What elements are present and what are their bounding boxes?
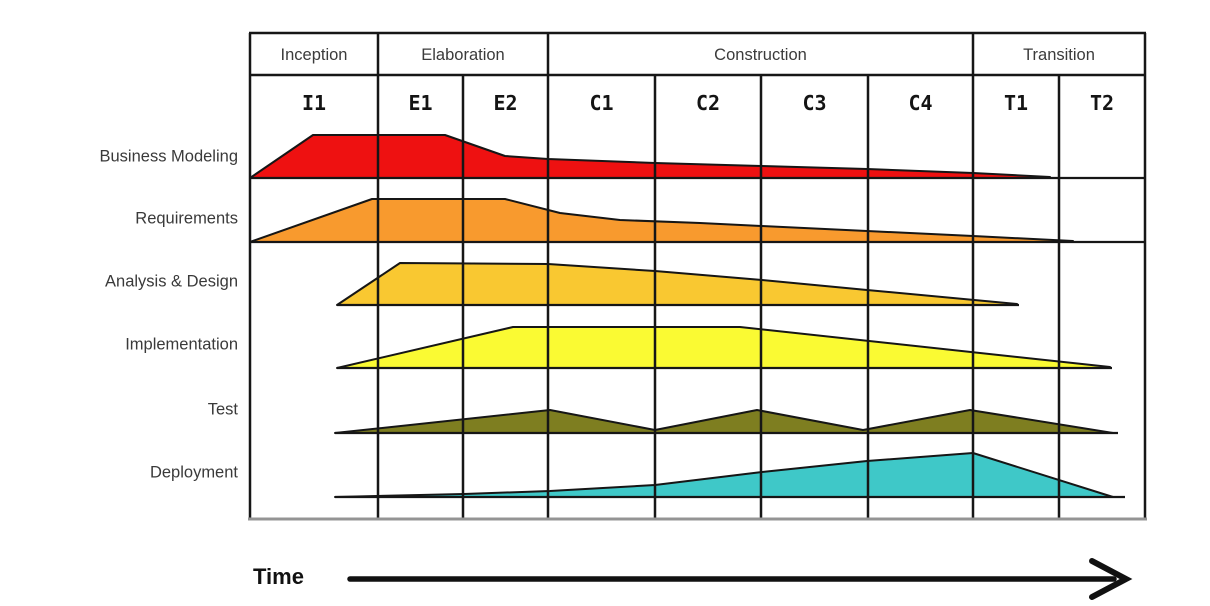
iteration-label-e1: E1 [408,91,432,115]
discipline-label-deployment: Deployment [150,464,238,482]
discipline-label-requirements: Requirements [135,210,238,228]
time-axis-label: Time [253,564,304,589]
time-arrow-head-icon [1089,558,1133,600]
hump-deployment [334,452,1114,498]
hump-requirements [249,198,1074,243]
iteration-label-c3: C3 [802,91,826,115]
iteration-label-t2: T2 [1090,91,1114,115]
iteration-label-c2: C2 [696,91,720,115]
iteration-label-i1: I1 [302,91,326,115]
hump-implementation [336,326,1111,369]
hump-business-modeling [249,134,1051,179]
hump-analysis-design [336,262,1018,306]
iteration-label-e2: E2 [493,91,517,115]
discipline-label-business-modeling: Business Modeling [100,148,239,166]
iteration-label-c4: C4 [908,91,932,115]
hump-test [334,409,1114,434]
phase-label-inception: Inception [281,46,348,64]
iteration-label-c1: C1 [589,91,613,115]
discipline-label-test: Test [208,401,239,419]
phase-label-elaboration: Elaboration [421,46,504,64]
discipline-label-analysis-design: Analysis & Design [105,273,238,291]
phase-label-transition: Transition [1023,46,1095,64]
iteration-label-t1: T1 [1004,91,1028,115]
phase-label-construction: Construction [714,46,807,64]
discipline-label-implementation: Implementation [125,336,238,354]
